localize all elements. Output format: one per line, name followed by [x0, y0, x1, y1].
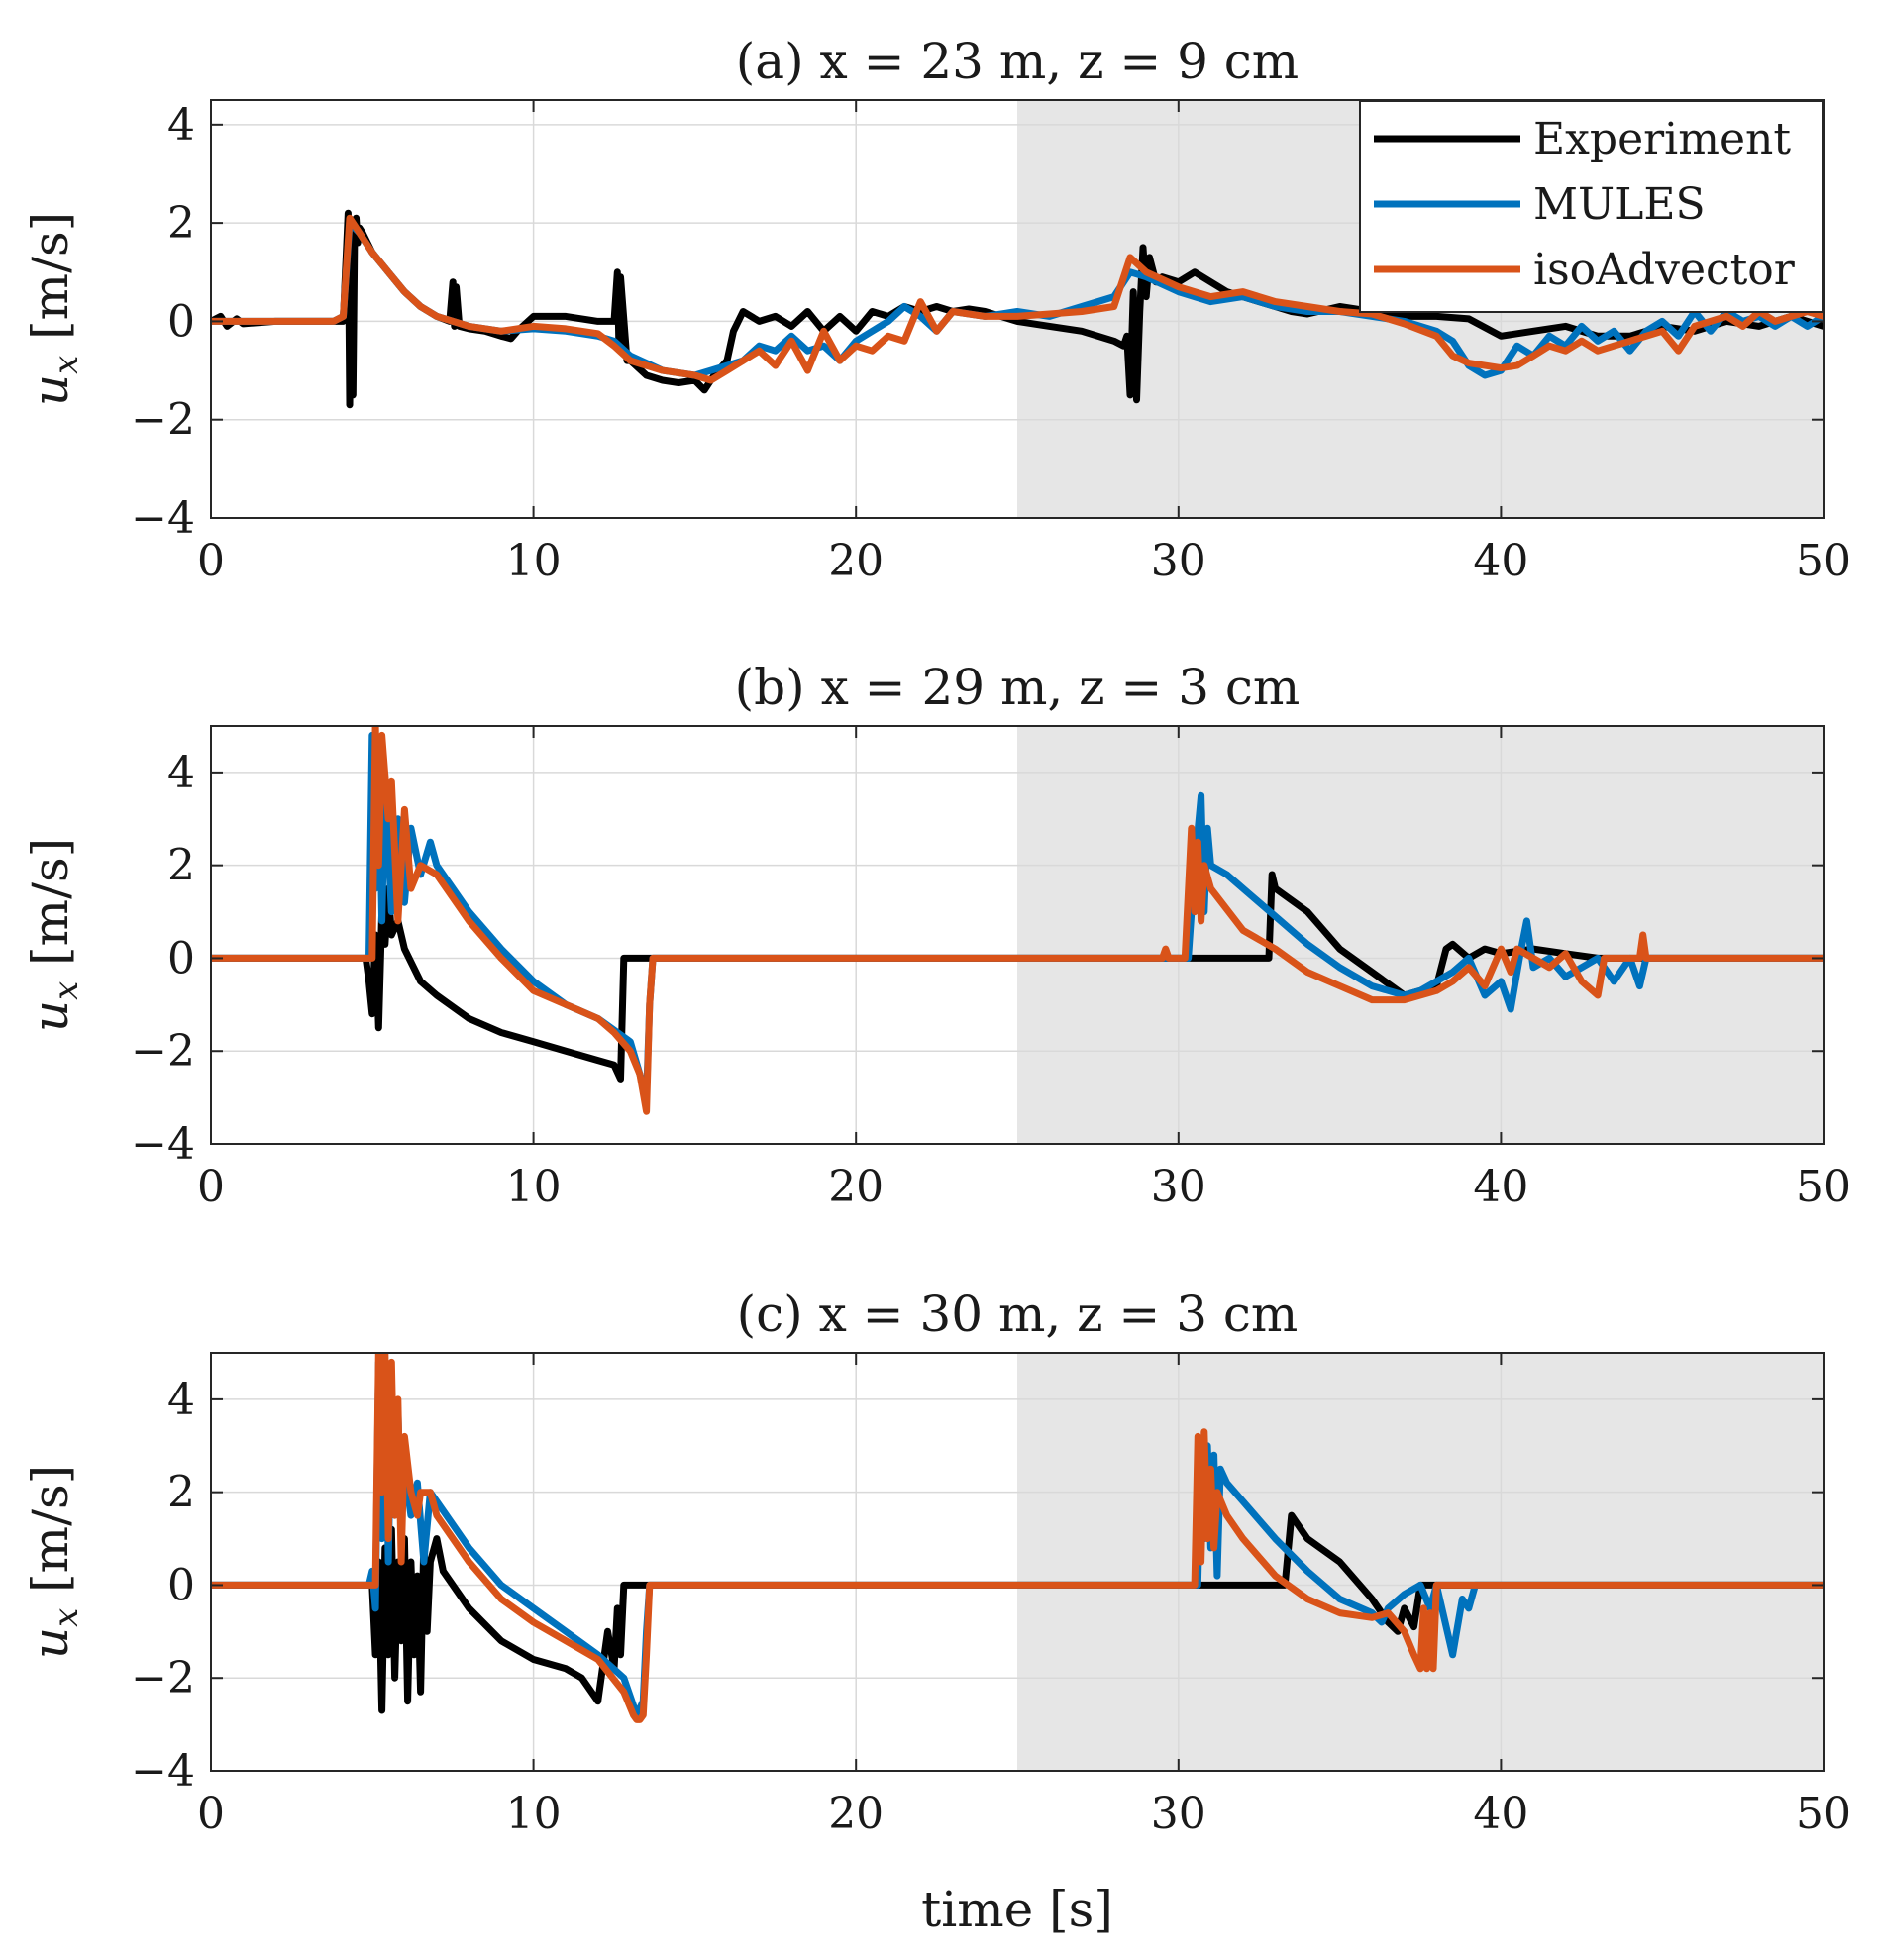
- x-tick-label: 10: [506, 1789, 562, 1839]
- x-tick-label: 30: [1151, 1162, 1206, 1212]
- panel-b: 0 10 20 30 40 50 −4 −2 0 2 4 (b) x = 29 m, z = 3 cm…: [22, 659, 1851, 1212]
- axes-frame: [210, 725, 1825, 1145]
- y-tick-label: 0: [167, 1560, 195, 1610]
- y-tick-label: 2: [167, 1468, 195, 1518]
- series-line-experiment: [211, 1511, 1824, 1714]
- x-tick-label: 20: [828, 1789, 884, 1839]
- panel-c: 0 10 20 30 40 50 −4 −2 0 2 4 (c) x = 30 m, z = 3 cm…: [22, 1286, 1851, 1839]
- legend-label: MULES: [1533, 179, 1706, 230]
- legend-label: Experiment: [1533, 114, 1791, 164]
- y-tick-label: 4: [167, 100, 195, 151]
- x-tick-label: 10: [506, 1162, 562, 1212]
- x-tick-label: 20: [828, 1162, 884, 1212]
- y-tick-label: 0: [167, 933, 195, 983]
- x-tick-label: 20: [828, 536, 884, 586]
- y-tick-label: −2: [131, 395, 195, 446]
- x-tick-label: 50: [1796, 1789, 1851, 1839]
- y-tick-label: 4: [167, 1375, 195, 1425]
- x-tick-label: 50: [1796, 536, 1851, 586]
- x-tick-label: 50: [1796, 1162, 1851, 1212]
- legend-label: isoAdvector: [1533, 245, 1796, 295]
- y-tick-label: 2: [167, 198, 195, 249]
- x-tick-label: 0: [197, 1789, 225, 1839]
- series-line-isoadvector: [211, 214, 1824, 384]
- x-tick-label: 40: [1473, 1162, 1528, 1212]
- x-axis-label: time [s]: [921, 1881, 1113, 1938]
- series-line-isoadvector: [211, 726, 1824, 1115]
- x-tick-label: 30: [1151, 1789, 1206, 1839]
- x-tick-label: 0: [197, 536, 225, 586]
- y-axis-label: ux [m/s]: [22, 212, 86, 406]
- axes-frame: [210, 1352, 1825, 1772]
- x-tick-label: 40: [1473, 1789, 1528, 1839]
- y-tick-label: −4: [131, 493, 195, 544]
- x-tick-label: 0: [197, 1162, 225, 1212]
- y-tick-label: −2: [131, 1653, 195, 1703]
- legend: Experiment MULES isoAdvector: [1359, 100, 1824, 313]
- y-tick-label: −2: [131, 1026, 195, 1077]
- y-axis-label: ux [m/s]: [22, 1465, 86, 1659]
- panel-title: (b) x = 29 m, z = 3 cm: [735, 659, 1301, 716]
- y-tick-label: 2: [167, 841, 195, 891]
- y-tick-label: 4: [167, 748, 195, 798]
- x-tick-label: 40: [1473, 536, 1528, 586]
- shaded-region: [1017, 1353, 1824, 1771]
- y-tick-label: −4: [131, 1746, 195, 1797]
- panel-title: (c) x = 30 m, z = 3 cm: [737, 1286, 1299, 1343]
- y-axis-label: ux [m/s]: [22, 838, 86, 1032]
- x-tick-label: 30: [1151, 536, 1206, 586]
- y-tick-label: −4: [131, 1119, 195, 1170]
- x-tick-label: 10: [506, 536, 562, 586]
- shaded-region: [1017, 726, 1824, 1144]
- panel-title: (a) x = 23 m, z = 9 cm: [736, 33, 1299, 90]
- series-line-isoadvector: [211, 1353, 1824, 1723]
- y-tick-label: 0: [167, 296, 195, 347]
